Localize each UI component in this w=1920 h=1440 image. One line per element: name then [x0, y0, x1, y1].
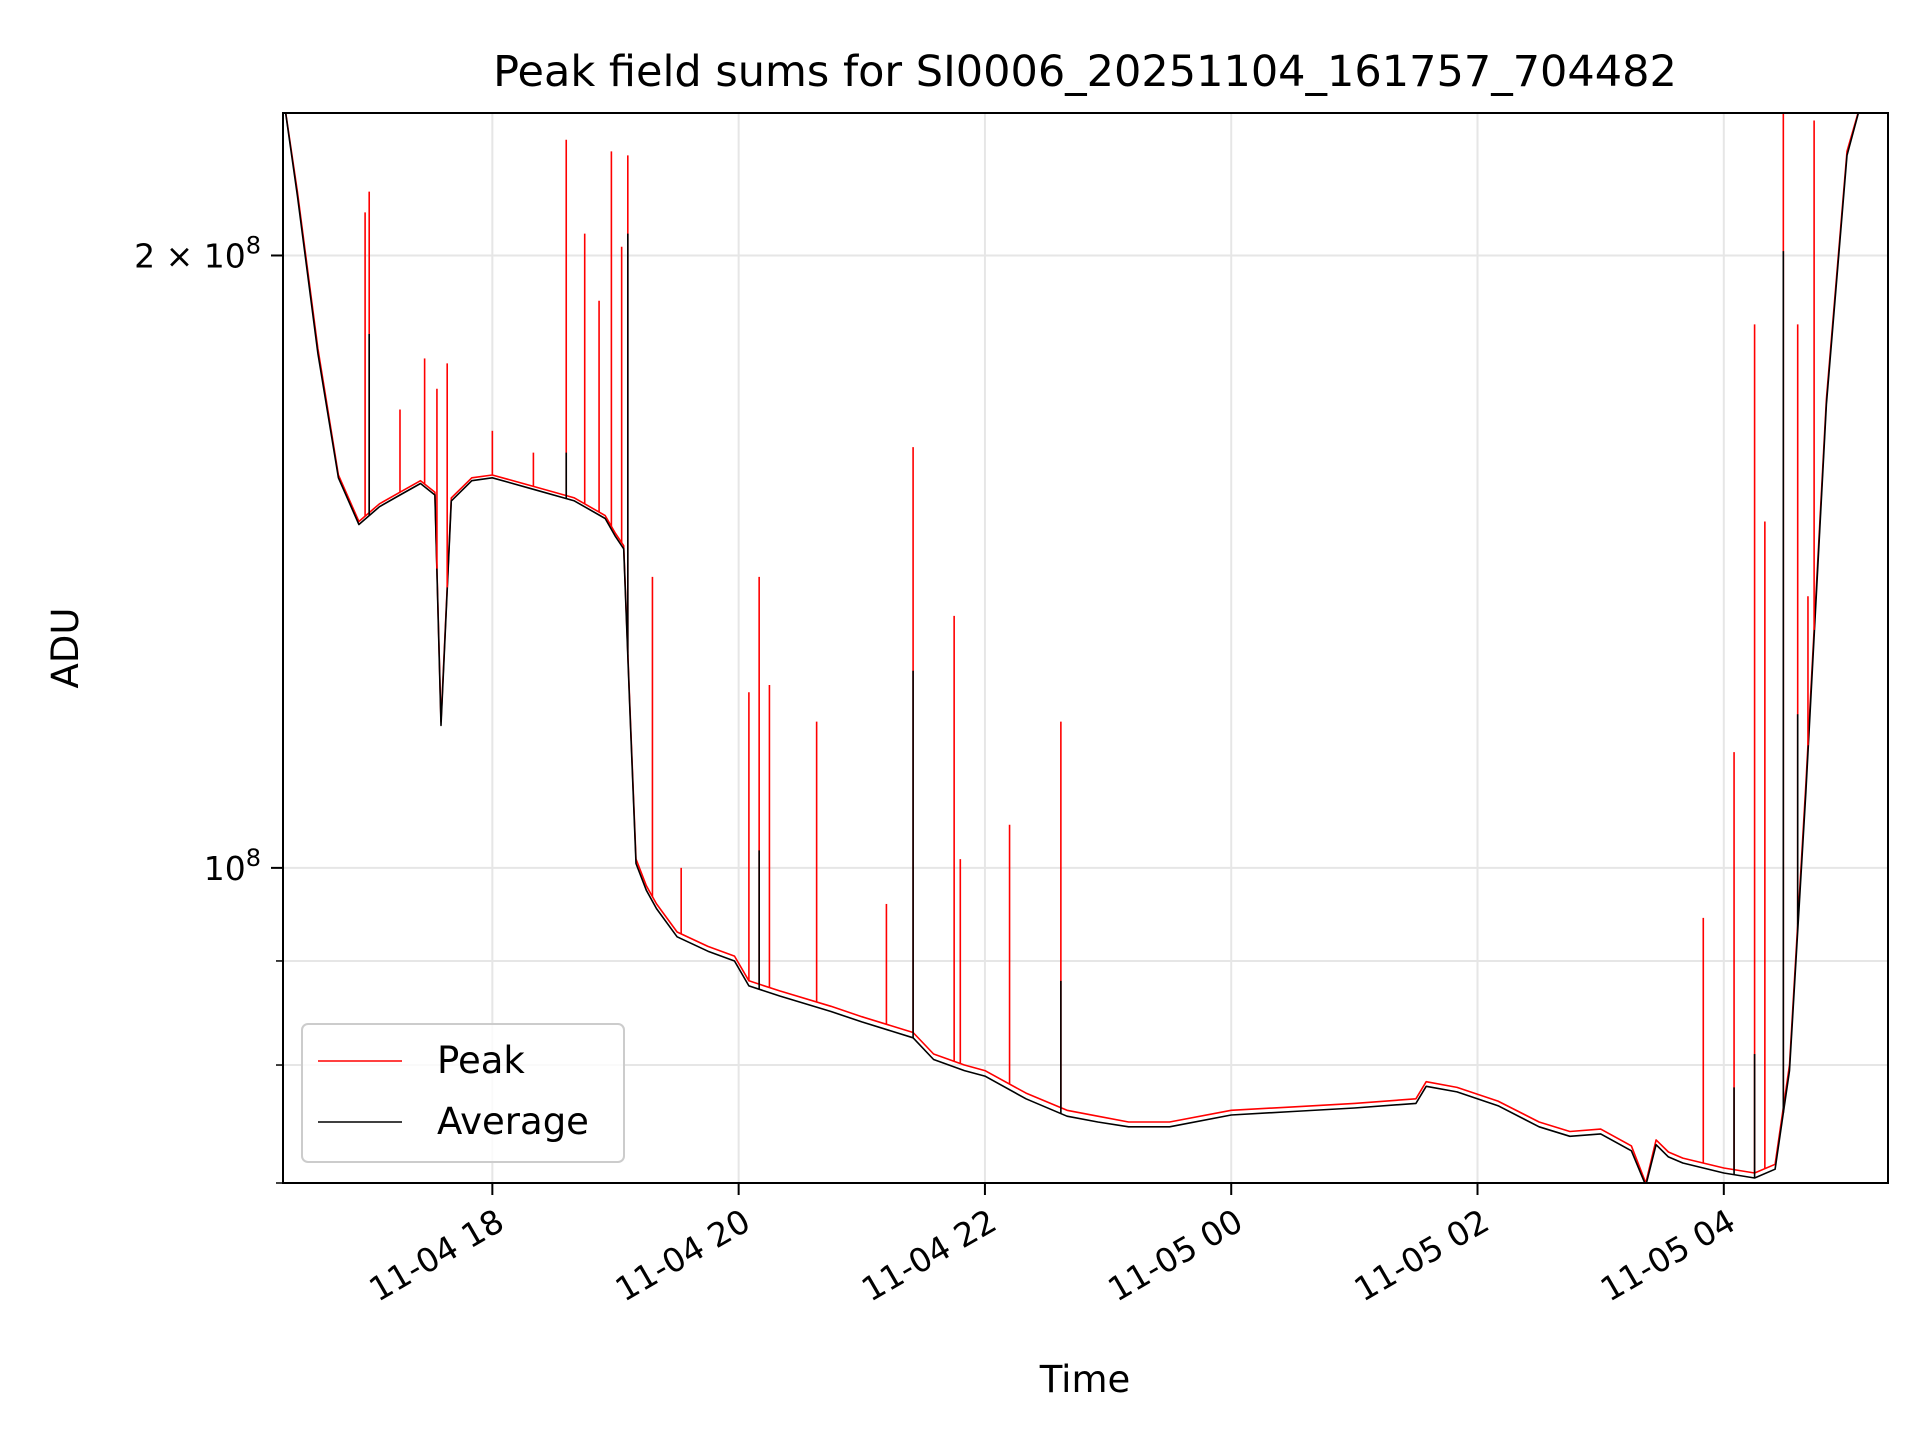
axes-frame: [282, 112, 1889, 1184]
legend-label-peak: Peak: [437, 1039, 525, 1082]
legend-label-average: Average: [437, 1100, 589, 1143]
series-line-average: [284, 113, 1860, 1183]
plot-area: [284, 113, 1860, 1183]
y-tick-label: 108: [204, 844, 261, 888]
y-axis-label: ADU: [44, 608, 87, 689]
x-axis-label: Time: [1039, 1358, 1131, 1401]
y-tick-label: 2 × 108: [134, 231, 261, 275]
chart-title: Peak field sums for SI0006_20251104_1617…: [493, 47, 1677, 97]
series-line-peak: [284, 113, 1859, 1183]
legend: Peak Average: [301, 1023, 625, 1163]
legend-box: [301, 1023, 625, 1163]
